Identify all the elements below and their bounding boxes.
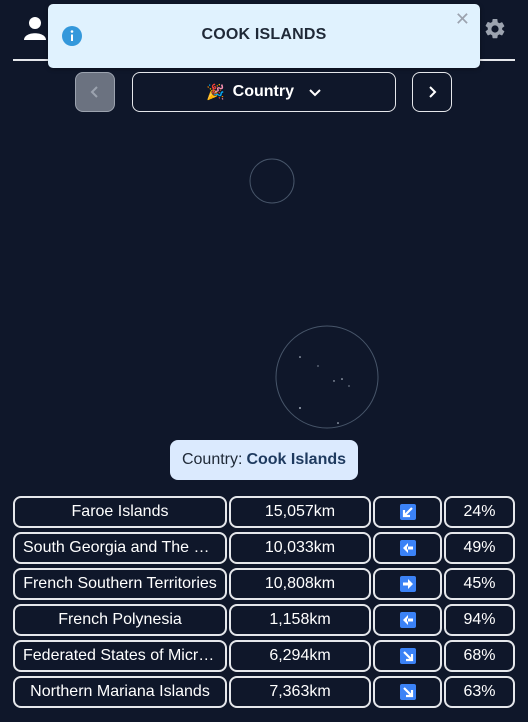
guess-country: Northern Mariana Islands: [13, 676, 227, 708]
guess-row: French Southern Territories 10,808km 45%: [13, 568, 515, 600]
guess-direction: [373, 640, 442, 672]
arrow-west-icon: [402, 543, 413, 553]
close-icon[interactable]: ✕: [454, 9, 470, 29]
guess-country: French Southern Territories: [13, 568, 227, 600]
guess-distance: 7,363km: [229, 676, 371, 708]
guess-country: Faroe Islands: [13, 496, 227, 528]
highlight-circle-small: [249, 158, 295, 204]
island-dots: [299, 356, 350, 424]
party-popper-icon: 🎉: [205, 84, 225, 101]
gear-icon[interactable]: [483, 17, 507, 41]
highlight-circle-large: [275, 325, 379, 429]
guess-country: French Polynesia: [13, 604, 227, 636]
guess-row: Federated States of Micro... 6,294km 68%: [13, 640, 515, 672]
guess-row: Faroe Islands 15,057km 24%: [13, 496, 515, 528]
guess-proximity: 94%: [444, 604, 515, 636]
arrow-west-icon: [402, 615, 413, 625]
next-button[interactable]: [412, 72, 452, 112]
guess-row: Northern Mariana Islands 7,363km 63%: [13, 676, 515, 708]
arrow-southeast-icon: [402, 651, 413, 662]
guess-proximity: 45%: [444, 568, 515, 600]
country-map[interactable]: [0, 120, 528, 435]
guess-country: South Georgia and The S...: [13, 532, 227, 564]
toast-message: COOK ISLANDS: [201, 26, 327, 43]
guess-distance: 6,294km: [229, 640, 371, 672]
guess-row: French Polynesia 1,158km 94%: [13, 604, 515, 636]
chevron-left-icon: [90, 86, 98, 98]
guess-distance: 15,057km: [229, 496, 371, 528]
guess-row: South Georgia and The S... 10,033km 49%: [13, 532, 515, 564]
toast-notification: COOK ISLANDS ✕: [48, 4, 480, 68]
guess-proximity: 49%: [444, 532, 515, 564]
guess-distance: 10,808km: [229, 568, 371, 600]
guess-direction: [373, 496, 442, 528]
previous-button[interactable]: [75, 72, 115, 112]
mode-dropdown[interactable]: 🎉 Country: [132, 72, 396, 112]
guess-direction: [373, 568, 442, 600]
guess-proximity: 68%: [444, 640, 515, 672]
guess-direction: [373, 604, 442, 636]
guess-proximity: 63%: [444, 676, 515, 708]
arrow-southeast-icon: [402, 687, 413, 698]
guess-country: Federated States of Micro...: [13, 640, 227, 672]
mode-label: Country: [232, 83, 294, 100]
answer-prefix: Country:: [181, 451, 243, 468]
guess-proximity: 24%: [444, 496, 515, 528]
answer-value: Cook Islands: [246, 451, 347, 468]
guess-direction: [373, 676, 442, 708]
guess-direction: [373, 532, 442, 564]
chevron-down-icon: [309, 89, 321, 97]
chevron-right-icon: [429, 86, 437, 98]
arrow-east-icon: [402, 579, 413, 589]
answer-badge: Country: Cook Islands: [170, 440, 358, 480]
guess-distance: 1,158km: [229, 604, 371, 636]
guess-distance: 10,033km: [229, 532, 371, 564]
info-icon: [62, 26, 82, 46]
arrow-southwest-icon: [402, 507, 413, 518]
user-icon[interactable]: [24, 16, 46, 40]
guesses-table: Faroe Islands 15,057km 24% South Georgia…: [13, 496, 515, 712]
